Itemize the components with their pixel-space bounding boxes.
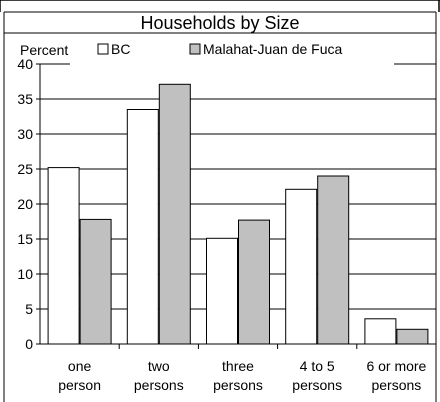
x-tick-label: persons: [134, 377, 184, 393]
bar-malahat-juan-de-fuca: [317, 175, 350, 345]
bars: [47, 83, 429, 345]
x-tick-label: one: [68, 358, 92, 374]
y-tick-label: 20: [17, 196, 33, 212]
chart-title: Households by Size: [140, 13, 299, 33]
x-tick-label: persons: [213, 377, 263, 393]
bar-bc: [206, 237, 238, 345]
x-tick-label: person: [58, 377, 101, 393]
y-tick-label: 30: [17, 126, 33, 142]
y-tick-label: 0: [25, 336, 33, 352]
y-tick-label: 15: [17, 231, 33, 247]
x-tick-label: 4 to 5: [300, 358, 335, 374]
y-tick-label: 35: [17, 91, 33, 107]
bar-bc: [285, 188, 318, 345]
x-tick-label: persons: [371, 377, 421, 393]
legend-swatch: [97, 43, 109, 55]
legend: BC Malahat-Juan de Fuca: [97, 41, 343, 57]
legend-label: Malahat-Juan de Fuca: [203, 41, 343, 57]
x-tick-label: 6 or more: [366, 358, 426, 374]
bar-bc: [47, 167, 80, 345]
bar-bc: [364, 318, 397, 345]
bar-malahat-juan-de-fuca: [158, 83, 191, 345]
y-tick-label: 25: [17, 161, 33, 177]
bar-malahat-juan-de-fuca: [238, 219, 270, 345]
y-tick-label: 10: [17, 266, 33, 282]
y-tick-label: 5: [25, 301, 33, 317]
y-tick-label: 40: [17, 56, 33, 72]
x-axis-labels: one person two persons three persons 4 to 5 per…: [58, 344, 437, 393]
bar-malahat-juan-de-fuca: [79, 218, 112, 345]
x-tick-label: two: [148, 358, 170, 374]
y-axis-ticks: 0 5 10 15 20 25 30 35 40: [17, 56, 40, 352]
x-tick-label: persons: [292, 377, 342, 393]
bar-bc: [126, 109, 159, 345]
legend-label: BC: [111, 41, 130, 57]
legend-swatch: [189, 43, 201, 55]
bar-malahat-juan-de-fuca: [396, 328, 429, 345]
y-axis-label: Percent: [20, 42, 68, 58]
x-tick-label: three: [222, 358, 254, 374]
